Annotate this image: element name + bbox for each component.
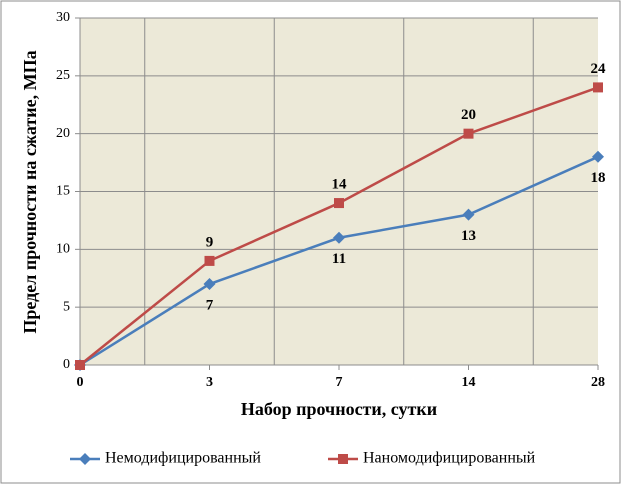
- marker: [463, 128, 474, 139]
- data-label: 11: [332, 251, 346, 267]
- marker: [333, 231, 345, 244]
- x-tick-label: 28: [591, 375, 605, 390]
- x-tick-label: 7: [336, 375, 343, 390]
- data-label: 14: [332, 177, 348, 193]
- marker: [334, 198, 344, 209]
- y-tick-label: 25: [56, 68, 70, 83]
- data-label: 9: [206, 234, 214, 250]
- y-axis-label: Предел прочности на сжатие, МПа: [20, 50, 40, 333]
- legend-label: Немодифицированный: [105, 450, 261, 467]
- marker: [592, 150, 604, 163]
- marker: [204, 255, 215, 266]
- x-axis-label: Набор прочности, сутки: [241, 399, 437, 419]
- data-label: 20: [461, 107, 476, 123]
- x-tick-label: 14: [462, 375, 476, 390]
- marker: [338, 454, 348, 464]
- marker: [462, 208, 475, 221]
- y-tick-label: 20: [56, 126, 70, 141]
- y-tick-label: 15: [56, 184, 70, 199]
- x-tick-label: 0: [77, 375, 84, 390]
- y-tick-label: 10: [56, 242, 70, 257]
- y-tick-label: 30: [56, 10, 70, 25]
- y-tick-label: 5: [63, 299, 70, 314]
- marker: [203, 278, 216, 291]
- legend-label: Наномодифицированный: [363, 450, 536, 467]
- data-label: 7: [206, 297, 214, 313]
- x-tick-label: 3: [206, 375, 213, 390]
- marker: [75, 360, 85, 370]
- data-label: 24: [591, 61, 607, 77]
- y-tick-label: 0: [63, 357, 70, 372]
- marker: [593, 82, 603, 93]
- marker: [79, 453, 91, 465]
- data-label: 18: [591, 170, 606, 186]
- data-label: 13: [461, 228, 476, 244]
